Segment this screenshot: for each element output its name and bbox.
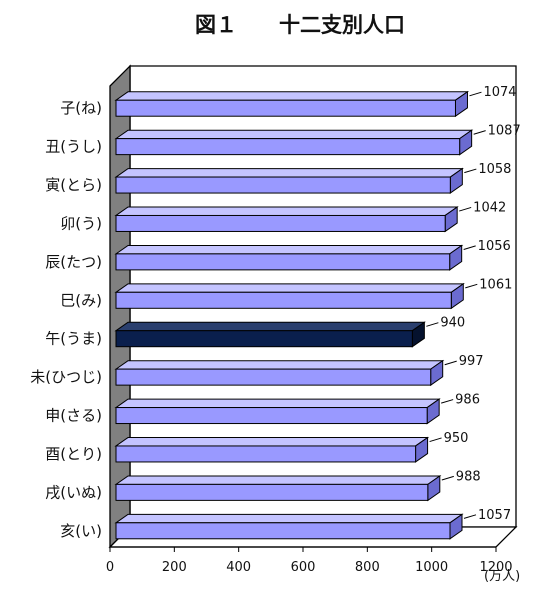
bar-top-face bbox=[114, 283, 465, 293]
value-leader-line bbox=[464, 168, 477, 174]
category-label: 午(うま) bbox=[45, 330, 102, 348]
bar-top-face bbox=[114, 475, 442, 485]
bar-front-face bbox=[115, 291, 452, 309]
category-label: 丑(うし) bbox=[45, 138, 102, 156]
chart-title: 図１ 十二支別人口 bbox=[195, 13, 405, 37]
bar-front-face bbox=[115, 214, 446, 232]
value-leader-line bbox=[463, 514, 477, 519]
bar bbox=[114, 398, 441, 425]
x-axis-unit-label: (万人) bbox=[484, 569, 520, 584]
bar bbox=[114, 359, 445, 387]
category-label: 巳(み) bbox=[60, 291, 102, 309]
bar-top-face bbox=[114, 91, 470, 101]
category-label: 亥(い) bbox=[60, 522, 102, 540]
bar-front-face bbox=[115, 407, 428, 425]
category-label: 酉(とり) bbox=[45, 445, 102, 463]
value-label: 986 bbox=[455, 393, 480, 408]
bar bbox=[114, 321, 426, 348]
bar-front-face bbox=[115, 253, 451, 271]
value-label: 950 bbox=[444, 431, 469, 446]
category-label: 申(さる) bbox=[45, 407, 102, 425]
bars-group bbox=[114, 90, 474, 540]
value-label: 1042 bbox=[473, 200, 506, 215]
value-label: 1057 bbox=[478, 508, 511, 523]
x-tick-label: 800 bbox=[355, 560, 380, 575]
value-label: 1056 bbox=[478, 239, 511, 254]
category-label: 辰(たつ) bbox=[45, 253, 102, 271]
value-leader-line bbox=[426, 322, 439, 327]
value-leader-line bbox=[441, 399, 454, 404]
x-tick-label: 1200 bbox=[479, 560, 512, 575]
bar bbox=[114, 167, 464, 195]
value-label: 940 bbox=[440, 316, 465, 331]
value-leader-line bbox=[441, 475, 454, 481]
value-label: 1087 bbox=[488, 124, 521, 139]
bar-front-face bbox=[115, 522, 451, 540]
bar-top-face bbox=[114, 437, 430, 447]
bar bbox=[114, 436, 430, 463]
value-leader-line bbox=[465, 283, 478, 289]
category-label: 卯(う) bbox=[60, 214, 102, 232]
bar bbox=[114, 90, 470, 118]
value-label: 997 bbox=[459, 354, 484, 369]
value-leader-line bbox=[444, 360, 457, 366]
value-label: 1074 bbox=[483, 85, 516, 100]
bar-front-face bbox=[115, 176, 451, 194]
value-label: 988 bbox=[456, 469, 481, 484]
bar-front-face bbox=[115, 445, 417, 463]
bar-top-face bbox=[114, 244, 464, 255]
labels-group: 0 200 400 600 800 1000 1200 子(ね) 1074 丑(うし) 1087 寅(… bbox=[30, 85, 520, 575]
value-leader-line bbox=[463, 245, 476, 250]
bar-top-face bbox=[114, 206, 459, 216]
x-tick-label: 200 bbox=[162, 560, 187, 575]
value-leader-line bbox=[459, 206, 472, 212]
bar-top-face bbox=[114, 129, 474, 140]
value-label: 1061 bbox=[479, 277, 512, 292]
bar-top-face bbox=[114, 168, 464, 178]
bar-top-face bbox=[114, 360, 445, 370]
bar bbox=[114, 282, 465, 310]
bar-front-face bbox=[115, 99, 456, 117]
x-tick-label: 400 bbox=[226, 560, 251, 575]
category-label: 戌(いぬ) bbox=[45, 483, 102, 501]
bar-top-face bbox=[114, 513, 464, 524]
category-label: 寅(とら) bbox=[45, 176, 102, 194]
bar bbox=[114, 475, 442, 502]
bar bbox=[114, 513, 464, 540]
x-tick-label: 1000 bbox=[415, 560, 448, 575]
bar-top-face bbox=[114, 321, 426, 332]
category-label: 子(ね) bbox=[60, 99, 102, 117]
bar-front-face bbox=[115, 368, 432, 386]
bar bbox=[114, 244, 464, 271]
value-leader-line bbox=[469, 91, 482, 97]
bar-top-face bbox=[114, 398, 441, 409]
bar bbox=[114, 206, 459, 233]
value-leader-line bbox=[473, 130, 486, 135]
bar bbox=[114, 129, 474, 156]
category-label: 未(ひつじ) bbox=[30, 368, 102, 386]
value-label: 1058 bbox=[478, 162, 511, 177]
x-tick-label: 600 bbox=[291, 560, 316, 575]
bar-front-face bbox=[115, 138, 461, 156]
x-tick-label: 0 bbox=[106, 560, 114, 575]
bar-front-face bbox=[115, 483, 429, 501]
bar-front-face bbox=[115, 330, 413, 348]
value-leader-line bbox=[429, 437, 442, 443]
